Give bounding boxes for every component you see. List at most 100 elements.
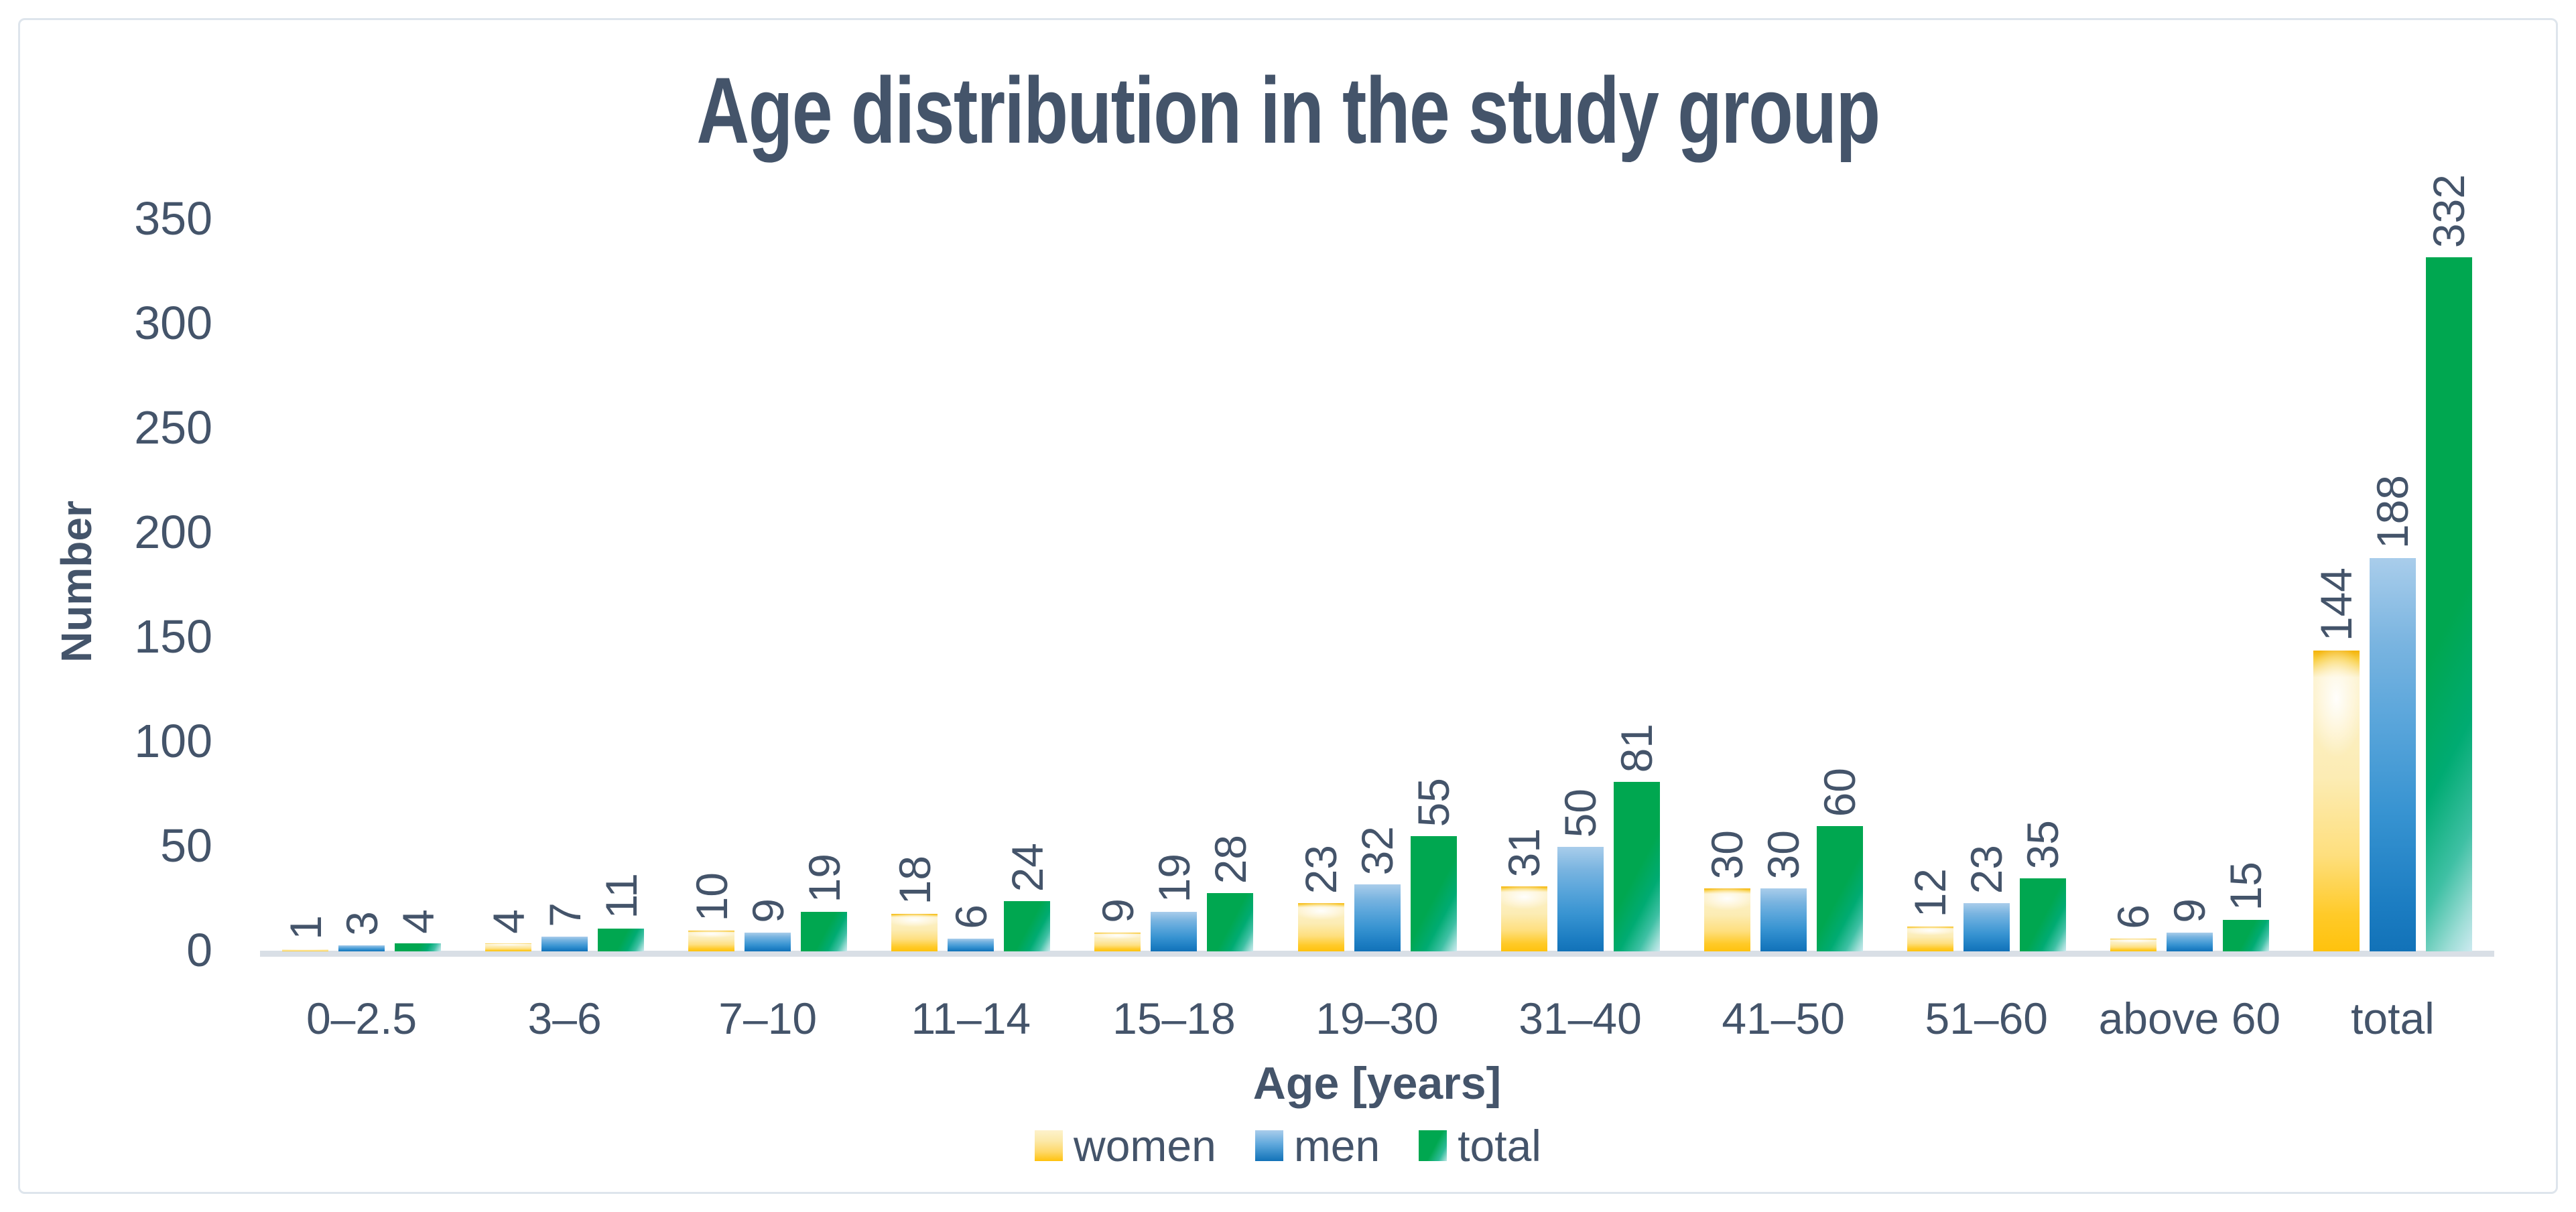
legend-item-total: total (1419, 1120, 1541, 1171)
bar-value-label-total-11–14: 24 (1002, 842, 1052, 892)
bar-women-41–50 (1703, 888, 1750, 951)
bar-value-label-men-51–60: 23 (1961, 844, 2012, 894)
bar-value-label-men-3–6: 7 (539, 902, 590, 927)
bar-label-box: 332 (2412, 47, 2486, 248)
bar-total-51–60 (2019, 878, 2066, 951)
y-tick-label-0: 0 (186, 924, 212, 976)
bar-men-51–60 (1963, 903, 2010, 951)
bar-men-41–50 (1760, 888, 1807, 951)
bar-value-label-women-3–6: 4 (483, 909, 533, 934)
x-category-label-31–40: 31–40 (1519, 994, 1642, 1043)
x-category-label-0–2.5: 0–2.5 (306, 994, 417, 1043)
bar-women-15–18 (1094, 933, 1141, 951)
bar-label-box: 4 (381, 733, 454, 934)
bar-men-7–10 (745, 933, 791, 951)
bar-value-label-women-above 60: 6 (2108, 904, 2159, 929)
bar-value-label-women-41–50: 30 (1702, 829, 1752, 879)
y-tick-label-100: 100 (134, 715, 212, 767)
bar-label-box: 19 (787, 701, 860, 902)
bar-total-7–10 (801, 912, 848, 951)
bar-total-3–6 (598, 929, 645, 951)
bar-men-0–2.5 (338, 945, 385, 951)
bar-men-11–14 (948, 939, 994, 951)
bar-men-total (2369, 558, 2416, 951)
bar-value-label-total-0–2.5: 4 (393, 909, 443, 934)
legend-label-men: men (1293, 1121, 1380, 1170)
bar-label-box: 81 (1600, 571, 1673, 772)
chart-frame-border (18, 18, 2558, 1194)
bar-value-label-men-0–2.5: 3 (336, 911, 387, 936)
bar-value-label-men-15–18: 19 (1149, 853, 1199, 902)
bar-men-3–6 (541, 937, 588, 951)
bar-women-11–14 (891, 914, 938, 951)
bar-label-box: 188 (2356, 348, 2429, 549)
bar-women-19–30 (1297, 903, 1344, 951)
bar-value-label-women-51–60: 12 (1905, 868, 1955, 917)
bar-label-box: 24 (990, 691, 1064, 892)
x-axis-line (260, 951, 2494, 957)
bar-value-label-men-31–40: 50 (1555, 788, 1606, 837)
chart-title: Age distribution in the study group (696, 58, 1880, 163)
bar-total-total (2425, 257, 2472, 951)
bar-label-box: 15 (2209, 710, 2282, 911)
bar-women-51–60 (1907, 927, 1953, 951)
bar-value-label-total-31–40: 81 (1612, 723, 1662, 772)
bar-men-19–30 (1354, 884, 1401, 951)
y-tick-label-300: 300 (134, 297, 212, 349)
bar-total-above 60 (2222, 920, 2269, 951)
legend-label-total: total (1458, 1121, 1541, 1170)
y-tick-label-50: 50 (160, 819, 212, 872)
bar-value-label-total-15–18: 28 (1205, 834, 1255, 884)
bar-women-total (2313, 651, 2360, 951)
x-category-label-11–14: 11–14 (911, 994, 1031, 1043)
bar-women-above 60 (2110, 939, 2156, 951)
bar-value-label-total-51–60: 35 (2018, 819, 2068, 869)
legend-item-men: men (1254, 1120, 1380, 1171)
x-category-label-15–18: 15–18 (1112, 994, 1236, 1043)
bar-men-15–18 (1151, 912, 1198, 951)
bar-value-label-total-7–10: 19 (799, 853, 849, 902)
bar-value-label-women-19–30: 23 (1296, 844, 1346, 894)
legend-label-women: women (1074, 1121, 1216, 1170)
bar-total-11–14 (1004, 901, 1051, 951)
bar-value-label-men-19–30: 32 (1352, 825, 1402, 875)
bar-value-label-women-31–40: 31 (1499, 827, 1549, 877)
x-category-label-total: total (2351, 994, 2435, 1043)
bar-men-above 60 (2166, 933, 2213, 951)
x-category-label-above 60: above 60 (2098, 994, 2281, 1043)
bar-label-box: 35 (2006, 668, 2079, 869)
bar-total-19–30 (1410, 836, 1457, 951)
legend-swatch-women (1035, 1130, 1064, 1161)
y-tick-label-150: 150 (134, 610, 212, 663)
bar-value-label-total-total: 332 (2424, 174, 2474, 248)
x-category-label-19–30: 19–30 (1315, 994, 1439, 1043)
legend-swatch-men (1254, 1130, 1283, 1161)
bar-value-label-men-41–50: 30 (1758, 829, 1809, 879)
legend-swatch-total (1419, 1130, 1447, 1161)
bar-women-7–10 (688, 931, 735, 951)
bar-value-label-total-19–30: 55 (1409, 777, 1458, 827)
bar-label-box: 60 (1803, 616, 1876, 817)
bar-total-0–2.5 (395, 943, 442, 951)
bar-women-3–6 (485, 943, 532, 951)
bar-value-label-women-0–2.5: 1 (280, 915, 330, 940)
bar-women-31–40 (1500, 886, 1547, 951)
bar-value-label-women-7–10: 10 (686, 872, 736, 921)
bar-women-0–2.5 (282, 949, 329, 951)
y-tick-label-200: 200 (134, 506, 212, 558)
bar-total-41–50 (1816, 826, 1863, 951)
bar-value-label-total-3–6: 11 (596, 873, 646, 919)
bar-value-label-women-total: 144 (2311, 567, 2362, 641)
legend: women men total (0, 1120, 2576, 1171)
x-axis-title: Age [years] (1252, 1058, 1502, 1109)
x-category-label-51–60: 51–60 (1925, 994, 2049, 1043)
bar-value-label-men-total: 188 (2368, 474, 2418, 549)
bar-value-label-women-15–18: 9 (1092, 898, 1143, 923)
bar-value-label-total-above 60: 15 (2221, 861, 2271, 911)
bar-label-box: 11 (584, 718, 657, 919)
bar-value-label-women-11–14: 18 (889, 855, 940, 904)
bar-men-31–40 (1557, 847, 1604, 951)
x-category-label-41–50: 41–50 (1722, 994, 1845, 1043)
y-tick-label-250: 250 (134, 401, 212, 454)
y-tick-label-350: 350 (134, 192, 212, 245)
